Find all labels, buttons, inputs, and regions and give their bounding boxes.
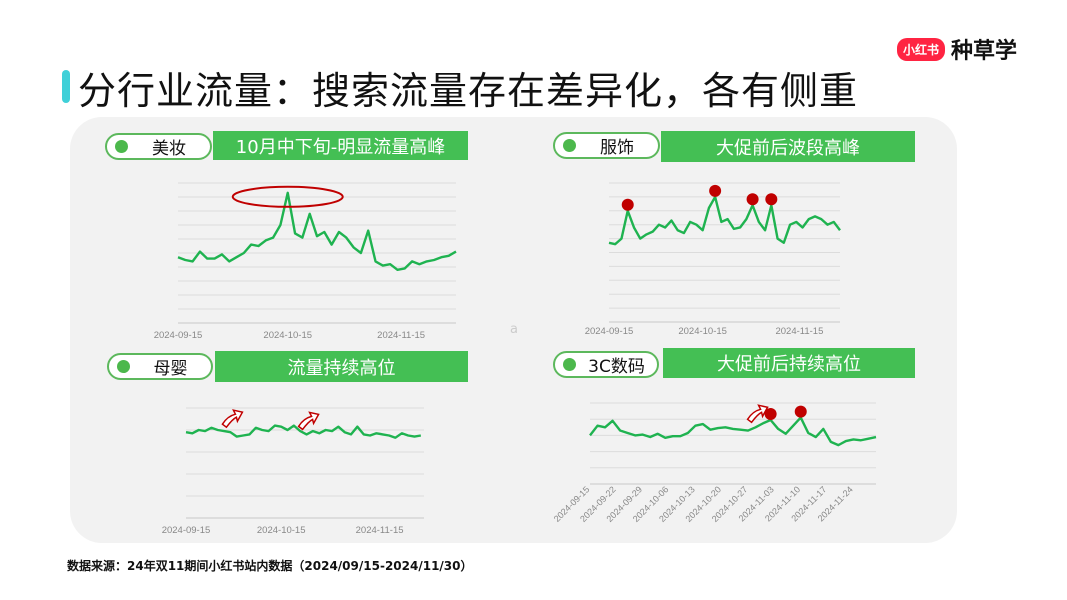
peak-marker [765, 193, 778, 206]
x-tick-label: 2024-11-15 [775, 326, 823, 337]
headline-tag-beauty: 10月中下旬-明显流量高峰 [213, 131, 468, 160]
stray-text: a [510, 322, 518, 337]
x-tick-label: 2024-11-15 [377, 330, 425, 341]
series-line [589, 416, 877, 447]
headline-tag-baby: 流量持续高位 [215, 351, 468, 382]
peak-marker [794, 405, 807, 418]
category-pill-baby: 母婴 [107, 353, 213, 380]
category-pill-apparel: 服饰 [553, 132, 660, 159]
page-title: 分行业流量：搜索流量存在差异化，各有侧重 [78, 69, 859, 113]
trend-up-arrow-icon [746, 404, 769, 424]
x-tick-label: 2024-09-15 [162, 525, 211, 536]
bullet-dot-icon [563, 358, 576, 371]
trend-up-arrow-icon [221, 409, 244, 429]
peak-marker [764, 408, 777, 421]
category-pill-beauty: 美妆 [105, 133, 212, 160]
x-tick-label: 2024-11-15 [356, 525, 404, 536]
peak-marker [709, 184, 722, 197]
series-line [177, 191, 457, 271]
category-pill-3c: 3C数码 [553, 351, 659, 378]
peak-marker [621, 198, 634, 211]
x-tick-label: 2024-09-15 [585, 326, 634, 337]
xiaohongshu-logo-badge: 小红书 [897, 37, 946, 61]
series-line [185, 424, 422, 439]
x-tick-label: 2024-10-15 [257, 525, 306, 536]
headline-tag-3c: 大促前后持续高位 [663, 348, 915, 378]
brand-logo: 小红书 种草学 [897, 33, 1017, 65]
logo-text: 种草学 [951, 39, 1018, 64]
peak-marker [746, 193, 759, 206]
title-accent-bar [62, 70, 70, 103]
bullet-dot-icon [115, 140, 128, 153]
charts-panel [70, 117, 957, 543]
x-tick-label: 2024-09-15 [154, 330, 203, 341]
x-tick-label: 2024-10-15 [263, 330, 312, 341]
trend-up-arrow-icon [297, 411, 320, 431]
data-source-note: 数据来源：24年双11期间小红书站内数据（2024/09/15-2024/11/… [67, 559, 473, 573]
bullet-dot-icon [563, 139, 576, 152]
headline-tag-apparel: 大促前后波段高峰 [661, 131, 915, 162]
x-tick-label: 2024-10-15 [678, 326, 727, 337]
bullet-dot-icon [117, 360, 130, 373]
peak-highlight-ellipse [231, 185, 344, 208]
series-line [608, 195, 841, 246]
